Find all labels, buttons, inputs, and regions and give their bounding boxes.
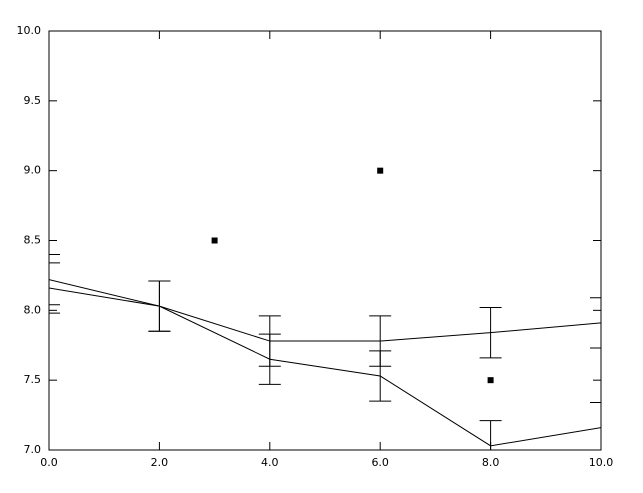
- error-bar: [148, 280, 171, 332]
- y-tick-label: 9.0: [24, 164, 42, 177]
- y-tick-label: 7.5: [24, 373, 42, 386]
- error-bar: [258, 333, 281, 385]
- x-tick-label: 6.0: [371, 456, 389, 469]
- error-bar: [49, 253, 60, 306]
- y-tick-label: 8.5: [24, 234, 42, 247]
- plot-area: [49, 167, 601, 450]
- x-tick-label: 10.0: [589, 456, 614, 469]
- error-bar: [49, 262, 60, 314]
- scatter-point: [377, 167, 384, 174]
- y-tick-label: 9.5: [24, 94, 42, 107]
- x-tick-label: 0.0: [40, 456, 58, 469]
- scatter-point: [487, 377, 494, 384]
- error-bar: [590, 297, 601, 349]
- x-tick-label: 2.0: [151, 456, 169, 469]
- error-bar: [590, 402, 601, 450]
- x-tick-label: 8.0: [482, 456, 500, 469]
- x-tick-label: 4.0: [261, 456, 279, 469]
- error-bar: [479, 307, 502, 359]
- y-tick-label: 10.0: [17, 24, 42, 37]
- series-line: [49, 279, 601, 342]
- series-line: [49, 287, 601, 447]
- scatter-point: [211, 237, 218, 244]
- y-tick-label: 8.0: [24, 303, 42, 316]
- plot-frame: [48, 30, 602, 451]
- y-tick-label: 7.0: [24, 443, 42, 456]
- error-bar: [369, 350, 392, 402]
